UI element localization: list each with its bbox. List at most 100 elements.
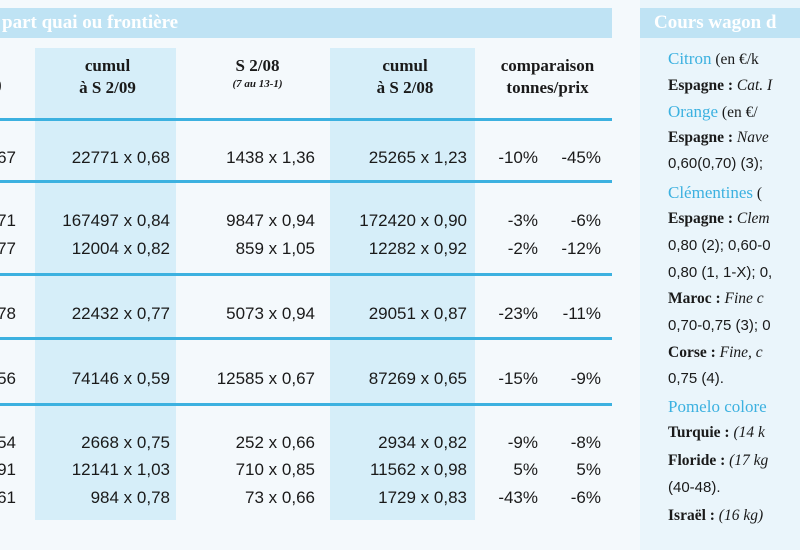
table-cell: -10% <box>498 148 538 167</box>
table-cell: 22432 x 0,77 <box>71 304 170 323</box>
table-cell: 167497 x 0,84 <box>62 211 170 230</box>
country-name: Maroc : <box>668 290 721 307</box>
table-cell: 77 <box>0 239 16 258</box>
panel-line: Orange (en €/ <box>668 101 800 124</box>
entry-detail: Nave <box>733 129 769 146</box>
panel-line: Turquie : (14 k <box>668 422 800 444</box>
table-cell: 172420 x 0,90 <box>359 211 467 230</box>
table-cell: 22771 x 0,68 <box>71 148 170 167</box>
table-cell: -23% <box>498 304 538 323</box>
entry-detail: Fine c <box>720 290 764 307</box>
panel-line: Maroc : Fine c <box>668 288 800 310</box>
table-cell: 91 <box>0 460 16 479</box>
product-name: Pomelo colore <box>668 397 767 416</box>
header-cumul-08: cumul à S 2/08 <box>335 55 475 99</box>
divider <box>0 118 612 121</box>
panel-line: Clémentines ( <box>668 182 800 205</box>
table-cell: 56 <box>0 369 16 388</box>
table-cell: -6% <box>570 488 601 507</box>
table-cell: 12585 x 0,67 <box>216 369 315 388</box>
table-cell: 12004 x 0,82 <box>71 239 170 258</box>
table-cell: 71 <box>0 211 16 230</box>
table-cell: 9847 x 0,94 <box>226 211 315 230</box>
divider <box>0 337 612 340</box>
panel-title-bar: Cours wagon d <box>640 8 800 38</box>
wagon-price-panel: Cours wagon d Citron (en €/k Espagne : Ca… <box>640 0 800 550</box>
table-cell: -15% <box>498 369 538 388</box>
table-cell: -6% <box>570 211 601 230</box>
table-cell: 2934 x 0,82 <box>378 433 467 452</box>
column-band-cumul-08 <box>330 48 475 520</box>
price-detail: 0,60(0,70) (3); <box>668 155 764 172</box>
table-cell: 984 x 0,78 <box>90 488 170 507</box>
price-table: part quai ou frontière ) cumul à S 2/09 … <box>0 8 612 520</box>
table-cell: 12282 x 0,92 <box>368 239 467 258</box>
table-cell: 29051 x 0,87 <box>368 304 467 323</box>
price-detail: 0,80 (1, 1-X); 0, <box>668 264 773 281</box>
divider <box>0 403 612 406</box>
table-cell: 252 x 0,66 <box>235 433 315 452</box>
table-cell: 74146 x 0,59 <box>71 369 170 388</box>
price-detail: 0,75 (4). <box>668 370 724 387</box>
table-cell: 5073 x 0,94 <box>226 304 315 323</box>
country-name: Corse : <box>668 344 716 361</box>
product-name: Orange <box>668 102 719 121</box>
country-name: Espagne : <box>668 210 734 227</box>
panel-line: Espagne : Nave <box>668 127 800 149</box>
table-cell: 73 x 0,66 <box>245 488 315 507</box>
table-cell: 2668 x 0,75 <box>81 433 170 452</box>
panel-line: 0,70-0,75 (3); 0 <box>668 315 800 337</box>
table-cell: -11% <box>562 304 601 323</box>
table-cell: -45% <box>561 148 601 167</box>
table-title-bar: part quai ou frontière <box>0 8 612 38</box>
table-cell: -12% <box>561 239 601 258</box>
table-cell: 78 <box>0 304 16 323</box>
table-cell: -3% <box>507 211 538 230</box>
product-unit: (en €/ <box>718 104 758 121</box>
header-cumul-08-line2: à S 2/08 <box>376 78 434 97</box>
entry-detail: (17 kg <box>725 452 769 469</box>
panel-line: Citron (en €/k <box>668 48 800 71</box>
product-name: Clémentines <box>668 183 753 202</box>
table-cell: -43% <box>498 488 538 507</box>
header-s208-line1: S 2/08 <box>235 56 280 75</box>
table-cell: -8% <box>570 433 601 452</box>
entry-detail: (16 kg) <box>714 507 764 524</box>
price-detail: 0,70-0,75 (3); 0 <box>668 317 771 334</box>
divider <box>0 273 612 276</box>
table-cell: 87269 x 0,65 <box>368 369 467 388</box>
header-cumul-09: cumul à S 2/09 <box>40 55 175 99</box>
header-comparison-line2: tonnes/prix <box>506 78 589 97</box>
panel-line: Pomelo colore <box>668 396 800 419</box>
table-cell: 67 <box>0 148 16 167</box>
panel-line: Espagne : Clem <box>668 208 800 230</box>
product-unit: (en €/k <box>711 51 759 68</box>
panel-line: Floride : (17 kg <box>668 450 800 472</box>
country-name: Israël : <box>668 507 715 524</box>
panel-line: Israël : (16 kg) <box>668 505 800 527</box>
table-cell: 25265 x 1,23 <box>368 148 467 167</box>
panel-line: Corse : Fine, c <box>668 342 800 364</box>
country-name: Espagne : <box>668 129 734 146</box>
panel-line: 0,75 (4). <box>668 368 800 390</box>
header-s208-sub: (7 au 13-1) <box>232 78 283 90</box>
table-cell: -2% <box>507 239 538 258</box>
country-name: Espagne : <box>668 77 734 94</box>
entry-detail: (14 k <box>729 424 765 441</box>
table-cell: -9% <box>507 433 538 452</box>
table-title: part quai ou frontière <box>2 12 179 33</box>
table-cell: 5% <box>576 460 601 479</box>
product-name: Citron <box>668 49 712 68</box>
panel-line: 0,80 (1, 1-X); 0, <box>668 262 800 284</box>
panel-line: (40-48). <box>668 477 800 499</box>
table-cell: 5% <box>513 460 538 479</box>
table-cell: 61 <box>0 488 16 507</box>
entry-detail: Fine, c <box>715 344 763 361</box>
column-band-cumul-09 <box>35 48 176 520</box>
table-cell: 11562 x 0,98 <box>369 460 467 479</box>
table-cell: 1729 x 0,83 <box>378 488 467 507</box>
panel-line: Espagne : Cat. I <box>668 75 800 97</box>
panel-title: Cours wagon d <box>654 12 777 33</box>
header-comparison-line1: comparaison <box>500 56 595 75</box>
table-cell: 710 x 0,85 <box>235 460 315 479</box>
